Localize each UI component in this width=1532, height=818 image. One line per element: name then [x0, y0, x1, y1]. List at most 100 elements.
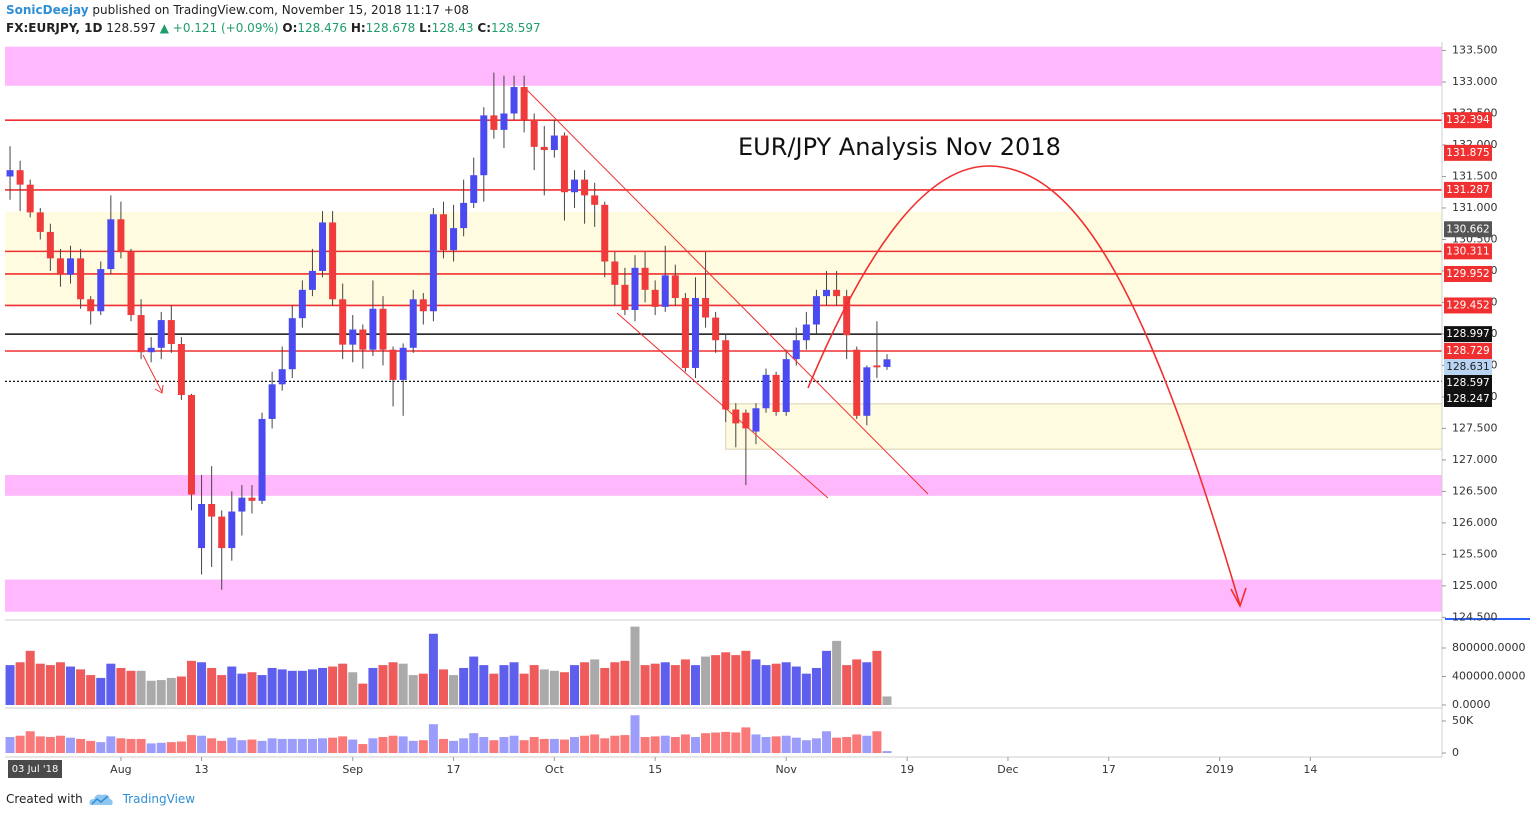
volume-bar: [670, 665, 680, 706]
volume-bar: [15, 735, 25, 754]
volume-bar: [479, 737, 489, 754]
volume-bar: [378, 665, 388, 706]
candle-body: [772, 374, 780, 413]
volume-bar: [338, 736, 348, 754]
volume-bar: [791, 666, 801, 706]
volume-bar: [146, 680, 156, 706]
volume-bar: [590, 734, 600, 754]
volume-bar: [126, 670, 136, 706]
candle-body: [873, 365, 881, 368]
volume-bar: [66, 737, 76, 754]
price-tag: [1444, 243, 1492, 260]
volume-bar: [509, 662, 519, 706]
volume-bar: [86, 675, 96, 706]
candle-body: [147, 347, 155, 353]
volume-bar: [428, 724, 438, 754]
candle-body: [812, 296, 820, 325]
candle-body: [520, 87, 528, 120]
price-tag-label: 128.997: [1446, 328, 1489, 340]
published: published on TradingView.com, November 1…: [92, 3, 470, 17]
ohlc-label: L:: [419, 21, 432, 35]
volume-bar: [660, 662, 670, 706]
volume-bar: [449, 675, 459, 706]
candle-body: [843, 296, 851, 336]
volume-bar: [55, 662, 65, 706]
volume-bar: [15, 662, 25, 706]
candle-body: [339, 299, 347, 345]
candle-body: [349, 329, 357, 345]
volume-bar: [882, 696, 892, 706]
volume-bar: [378, 737, 388, 754]
y-tick-label: 127.000: [1452, 453, 1498, 466]
price-tag: [1444, 221, 1492, 238]
candle-body: [359, 329, 367, 350]
x-tick-label: Sep: [342, 763, 363, 776]
volume-bar: [35, 736, 45, 754]
volume-bar: [318, 667, 328, 706]
volume-bar: [297, 670, 307, 706]
candle-body: [863, 367, 871, 416]
volume-bar: [398, 663, 408, 706]
candle-body: [883, 359, 891, 367]
price-tag-label: 129.952: [1446, 268, 1489, 280]
volume-bar: [25, 731, 35, 754]
x-tick-label: 13: [195, 763, 209, 776]
volume-bar: [549, 738, 559, 754]
candle-body: [77, 258, 85, 300]
price-tag: [1444, 326, 1492, 343]
logo-line: [91, 795, 109, 805]
volume-bar: [449, 740, 459, 754]
volume-bar: [277, 738, 287, 754]
x-tick-label: 2019: [1206, 763, 1234, 776]
volume-bar: [529, 737, 539, 754]
candle-body: [742, 412, 750, 429]
trend-line: [526, 89, 929, 495]
brand[interactable]: TradingView: [122, 792, 196, 806]
candle-body: [278, 369, 286, 385]
price-tag: [1444, 297, 1492, 314]
volume-bar: [680, 734, 690, 754]
volume-bar: [539, 738, 549, 754]
author[interactable]: SonicDeejay: [6, 3, 89, 17]
candle-body: [127, 252, 135, 316]
price-tag-label: 130.311: [1446, 245, 1489, 257]
volume-bar: [5, 665, 15, 706]
symbol: FX:EURJPY, 1D: [6, 21, 103, 35]
candle-body: [530, 119, 538, 147]
volume-bar: [267, 667, 277, 706]
volume-tick-label: 0.0000: [1452, 698, 1491, 711]
volume-bar: [106, 736, 116, 754]
volume-tick-label: 0: [1452, 746, 1459, 759]
candle-body: [823, 289, 831, 297]
last-price: 128.597: [106, 21, 156, 35]
candle-body: [611, 261, 619, 285]
candle-body: [702, 298, 710, 318]
candle-body: [540, 146, 548, 151]
volume-bar: [348, 739, 358, 754]
volume-bar: [76, 669, 86, 706]
created-with: Created with: [6, 792, 83, 806]
volume-bar: [580, 662, 590, 706]
volume-bar: [771, 663, 781, 706]
y-tick-label: 124.500: [1452, 610, 1498, 623]
price-tag: [1444, 181, 1492, 198]
candle-body: [56, 258, 64, 275]
volume-bar: [771, 736, 781, 754]
candle-body: [671, 275, 679, 299]
volume-bar: [751, 659, 761, 706]
candle-body: [681, 298, 689, 368]
candle-body: [319, 222, 327, 271]
candle-body: [691, 298, 699, 368]
candle-body: [268, 384, 276, 419]
price-tags: 132.394 131.875 131.287 130.662 130.311 129.9…: [1444, 112, 1492, 408]
volume-bar: [277, 669, 287, 706]
candle-body: [16, 170, 24, 185]
candle-body: [399, 347, 407, 380]
volume-bar: [338, 663, 348, 706]
candle-body: [439, 214, 447, 251]
x-tick-label: 14: [1303, 763, 1317, 776]
price-tag-label: 130.662: [1446, 223, 1489, 235]
volume-bar: [630, 715, 640, 754]
volume-bar: [368, 738, 378, 754]
